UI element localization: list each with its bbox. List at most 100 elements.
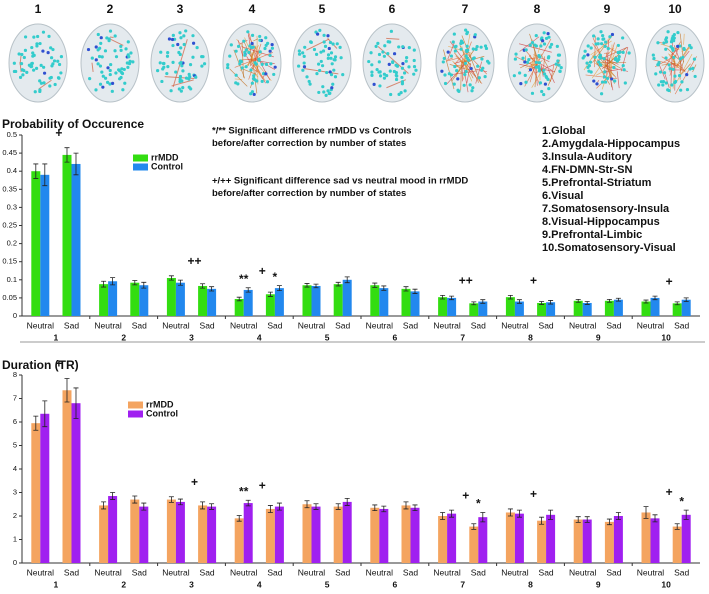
- brain-node: [187, 72, 191, 76]
- brain-node: [323, 44, 328, 48]
- error-bar: [304, 283, 310, 288]
- brain-node: [166, 50, 170, 55]
- y-tick-label: 0: [13, 558, 17, 567]
- brain-node: [557, 53, 562, 57]
- brain-node: [537, 69, 542, 73]
- brain-node: [586, 53, 590, 57]
- brain-node: [59, 71, 63, 75]
- x-tick-label: Neutral: [162, 567, 190, 577]
- x-tick-label: Sad: [403, 320, 418, 330]
- brain-node: [264, 72, 268, 76]
- brain-node: [469, 66, 473, 71]
- brain-node: [129, 51, 133, 55]
- brain-node: [270, 42, 274, 47]
- brain-number: 2: [107, 2, 114, 16]
- x-tick-label: Sad: [606, 567, 621, 577]
- brain-node: [318, 68, 322, 73]
- error-bar: [606, 298, 612, 303]
- error-bar: [168, 275, 174, 281]
- brain-node: [547, 35, 551, 39]
- brain-node: [226, 63, 230, 67]
- legend-swatch: [128, 410, 143, 418]
- error-bar: [110, 492, 116, 500]
- brain-node: [178, 31, 182, 35]
- brain-node: [540, 36, 544, 40]
- brain-node: [530, 91, 535, 95]
- error-bar: [372, 282, 378, 288]
- brain-node: [543, 82, 548, 86]
- brain-node: [234, 73, 238, 77]
- bar: [370, 507, 380, 563]
- brain-number: 7: [462, 2, 469, 16]
- brain-node: [57, 62, 62, 67]
- significance-marker: +: [666, 274, 673, 288]
- brain-connection: [453, 62, 459, 67]
- error-bar: [200, 283, 206, 289]
- brain-node: [451, 40, 455, 44]
- brain-node: [191, 34, 195, 38]
- brain-node: [244, 48, 248, 52]
- brain-node: [319, 50, 323, 54]
- x-tick-label: Sad: [539, 567, 554, 577]
- brain-connection: [463, 66, 469, 93]
- brain-node: [471, 47, 475, 51]
- brain-node: [239, 59, 243, 64]
- bar: [198, 285, 208, 316]
- brain-node: [401, 45, 405, 49]
- bar: [370, 285, 380, 316]
- brain-node: [370, 70, 374, 74]
- state-name: 1.Global: [542, 125, 585, 137]
- bar: [537, 520, 547, 563]
- y-tick-label: 3: [13, 487, 17, 496]
- brain-node: [662, 41, 666, 45]
- brain-connection: [171, 79, 194, 87]
- brain-node: [539, 44, 543, 48]
- bar: [469, 526, 479, 563]
- bar: [207, 506, 217, 563]
- brain-connection: [247, 45, 257, 66]
- x-tick-label: Sad: [471, 320, 486, 330]
- error-bar: [615, 512, 621, 520]
- group-label: 8: [528, 332, 533, 342]
- brain-connection: [304, 68, 339, 75]
- brain-node: [264, 36, 268, 40]
- brain-node: [272, 72, 276, 77]
- brain-node: [412, 58, 416, 63]
- brain-node: [122, 67, 126, 72]
- significance-marker: *: [679, 494, 684, 508]
- brain-node: [33, 90, 37, 94]
- brain-connection: [250, 67, 257, 72]
- brain-node: [616, 43, 620, 48]
- significance-marker: +: [191, 475, 198, 489]
- brain-node: [441, 60, 445, 64]
- error-bar: [480, 512, 486, 523]
- brain-node: [518, 71, 522, 75]
- brain-connection: [533, 54, 550, 62]
- brain-node: [297, 64, 301, 68]
- brain-node: [599, 42, 604, 46]
- brain-node: [302, 65, 307, 69]
- error-bar: [236, 296, 242, 302]
- brain-node: [21, 73, 25, 77]
- brain-node: [452, 32, 456, 36]
- brain-node: [407, 65, 411, 69]
- bar: [108, 281, 118, 316]
- brain-connection: [240, 67, 257, 75]
- brain-node: [119, 44, 123, 48]
- brain-node: [126, 40, 130, 44]
- brain-node: [307, 79, 311, 84]
- brain-node: [542, 68, 546, 72]
- x-tick-label: Sad: [200, 567, 215, 577]
- brain-node: [42, 71, 47, 75]
- bar: [274, 506, 284, 563]
- brain-node: [679, 88, 683, 92]
- brain-node: [387, 62, 391, 66]
- brain-node: [23, 48, 28, 52]
- brain-node: [476, 64, 480, 68]
- brain-node: [412, 65, 417, 69]
- error-bar: [652, 295, 658, 301]
- brain-node: [226, 65, 230, 70]
- brain-node: [243, 50, 247, 54]
- brain-node: [328, 40, 333, 45]
- brain-node: [656, 63, 660, 67]
